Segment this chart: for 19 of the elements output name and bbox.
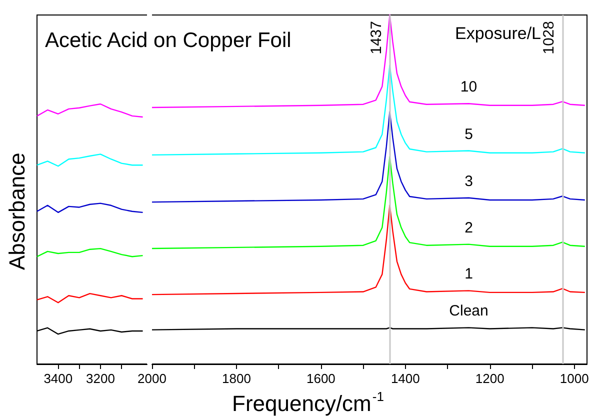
chart-title: Acetic Acid on Copper Foil (45, 29, 292, 52)
x-tick-label: 1000 (560, 371, 589, 386)
series-label: 2 (464, 219, 473, 236)
series-label: 10 (460, 78, 478, 96)
x-tick-label: 2000 (138, 371, 166, 386)
series-label: 5 (464, 126, 473, 143)
x-tick-label: 1400 (390, 371, 420, 386)
ref-line-label: 1028 (540, 21, 558, 54)
x-tick-label: 1600 (306, 371, 336, 386)
series-label: 3 (464, 172, 473, 190)
series-label: Clean (449, 302, 488, 320)
legend-title: Exposure/L (455, 24, 541, 43)
x-tick-label: 1800 (222, 371, 251, 386)
y-axis-title: Absorbance (4, 152, 30, 270)
x-tick-label: 3400 (44, 371, 73, 386)
ref-line-label: 1437 (368, 21, 385, 54)
series-label: 1 (464, 266, 473, 283)
x-tick-label: 3200 (86, 371, 115, 386)
x-tick-label: 1200 (475, 371, 504, 386)
